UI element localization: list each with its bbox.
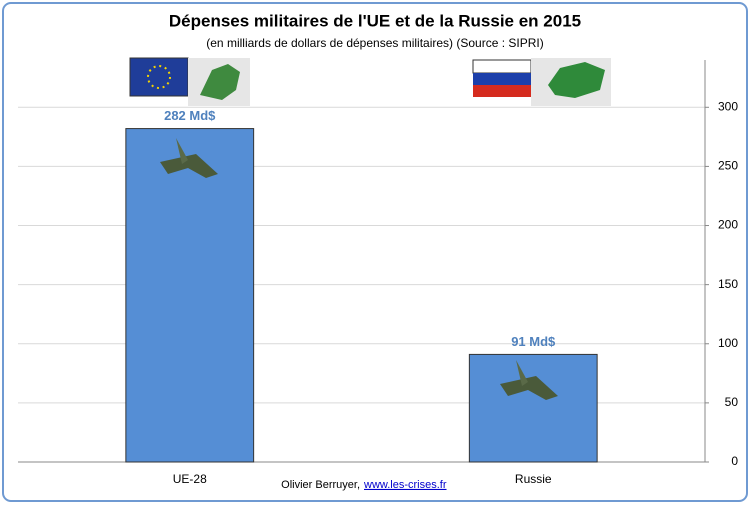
x-tick-label: UE-28 bbox=[173, 472, 207, 486]
credit-link[interactable]: www.les-crises.fr bbox=[363, 479, 447, 491]
y-tick-label: 100 bbox=[718, 336, 738, 350]
chart-subtitle: (en milliards de dollars de dépenses mil… bbox=[206, 36, 543, 50]
plane-icon bbox=[500, 360, 558, 400]
bar bbox=[468, 353, 598, 463]
russia-flag bbox=[472, 59, 532, 97]
y-tick-label: 150 bbox=[718, 277, 738, 291]
value-label: 91 Md$ bbox=[511, 334, 556, 349]
eu-flag bbox=[129, 57, 189, 97]
eu-map bbox=[188, 58, 250, 106]
y-tick-label: 200 bbox=[718, 218, 738, 232]
value-label: 282 Md$ bbox=[164, 108, 216, 123]
plane-icon bbox=[160, 138, 218, 178]
bar bbox=[125, 128, 255, 463]
y-tick-label: 300 bbox=[718, 99, 738, 113]
x-tick-label: Russie bbox=[515, 472, 552, 486]
russia-map bbox=[531, 58, 611, 106]
y-tick-label: 0 bbox=[731, 454, 738, 468]
credit: Olivier Berruyer, bbox=[281, 479, 360, 491]
plot-area: 0 50 100 150 200 250 300 UE-28 282 Md$ Russie 91 M… bbox=[18, 60, 738, 486]
y-tick-label: 50 bbox=[725, 395, 739, 409]
y-tick-label: 250 bbox=[718, 159, 738, 173]
chart-title: Dépenses militaires de l'UE et de la Rus… bbox=[169, 11, 581, 30]
